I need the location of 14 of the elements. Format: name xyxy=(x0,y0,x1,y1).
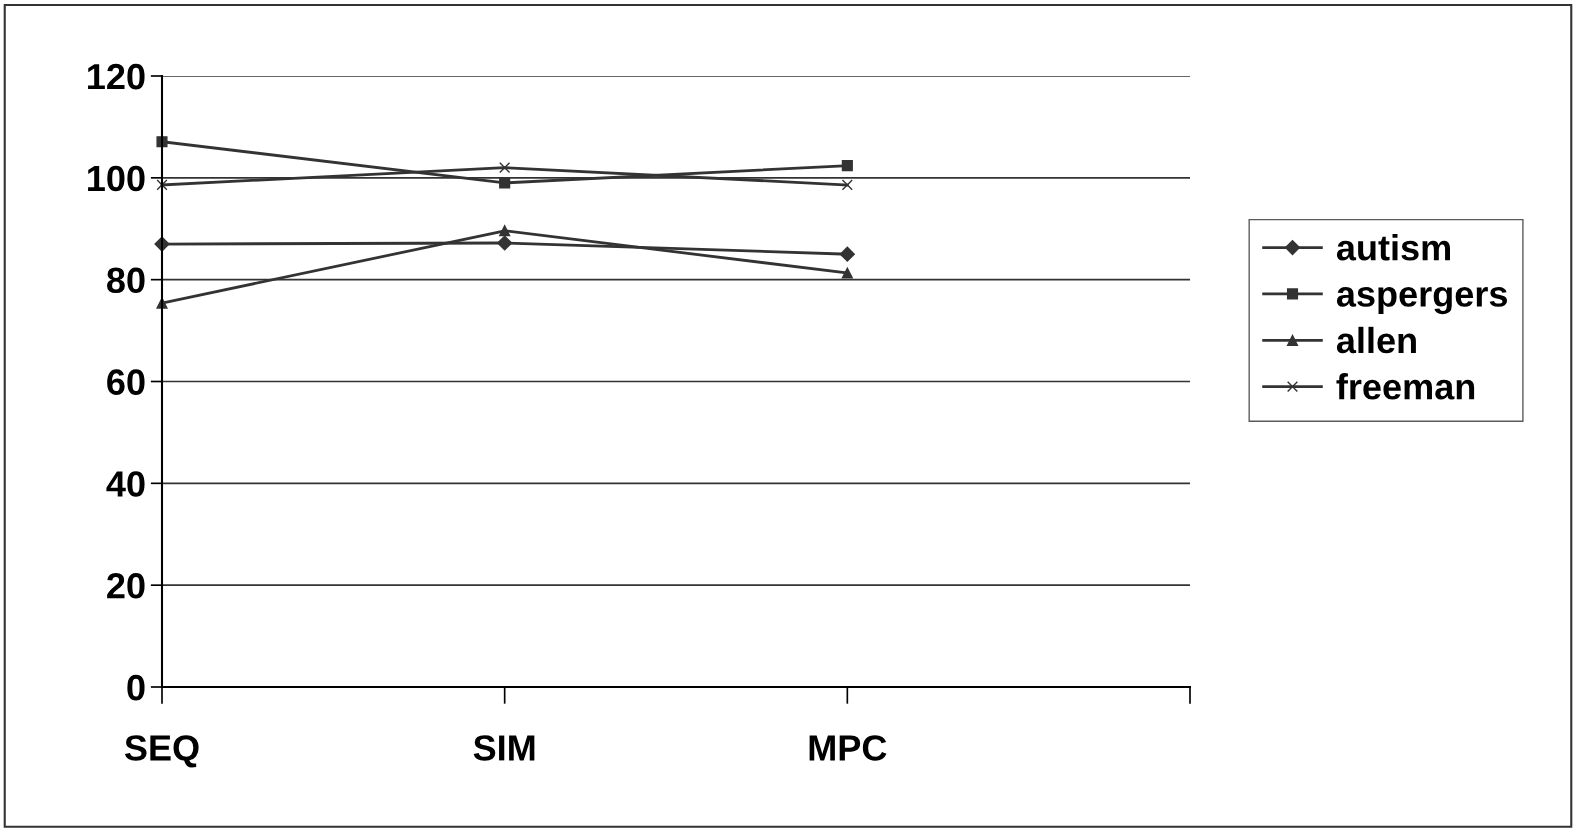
y-tick-label: 80 xyxy=(107,267,145,294)
y-tick-label: 120 xyxy=(88,63,145,90)
legend-label: freeman xyxy=(1336,373,1475,400)
y-tick-label: 40 xyxy=(106,471,145,497)
y-tick-label: 20 xyxy=(107,573,145,599)
y-tick-label: 0 xyxy=(127,674,145,701)
legend-label: aspergers xyxy=(1336,287,1507,315)
x-tick-label: SIM xyxy=(473,735,535,761)
legend-label: allen xyxy=(1336,326,1416,354)
y-tick-label: 100 xyxy=(88,165,145,192)
x-tick-label: SEQ xyxy=(124,735,199,768)
legend-label: autism xyxy=(1336,234,1450,261)
x-tick-label: MPC xyxy=(809,735,887,761)
y-tick-label: 60 xyxy=(107,369,145,395)
